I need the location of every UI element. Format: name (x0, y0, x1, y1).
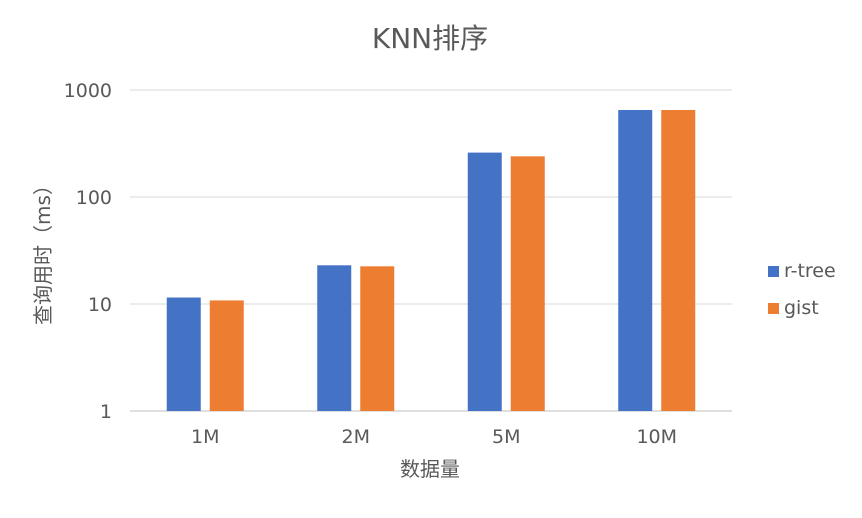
legend-swatch-gist (768, 303, 779, 314)
bar-gist-5M (510, 156, 545, 411)
legend: r-tree gist (768, 260, 836, 319)
legend-label-gist: gist (784, 297, 819, 319)
bar-r-tree-2M (317, 265, 352, 411)
bar-r-tree-5M (467, 152, 502, 412)
x-tick-label: 10M (636, 426, 677, 448)
chart-title: KNN排序 (372, 22, 488, 55)
y-tick-label: 10 (88, 294, 112, 316)
y-tick-label: 100 (76, 187, 112, 209)
bar-gist-1M (209, 300, 244, 411)
y-axis-ticks: 1 10 100 1000 (64, 80, 112, 423)
y-axis-label: 查询用时（ms） (31, 175, 55, 325)
x-tick-label: 1M (191, 426, 219, 448)
x-tick-label: 2M (342, 426, 370, 448)
bar-gist-2M (360, 266, 395, 411)
bar-gist-10M (661, 110, 696, 411)
y-tick-label: 1000 (64, 80, 112, 102)
x-tick-label: 5M (492, 426, 520, 448)
bar-r-tree-10M (618, 110, 653, 411)
legend-label-r-tree: r-tree (784, 260, 836, 282)
y-tick-label: 1 (100, 401, 112, 423)
legend-swatch-r-tree (768, 266, 779, 277)
x-axis-ticks: 1M 2M 5M 10M (191, 426, 677, 448)
x-axis-label: 数据量 (400, 457, 460, 481)
bar-r-tree-1M (166, 297, 201, 411)
bars (166, 110, 696, 412)
